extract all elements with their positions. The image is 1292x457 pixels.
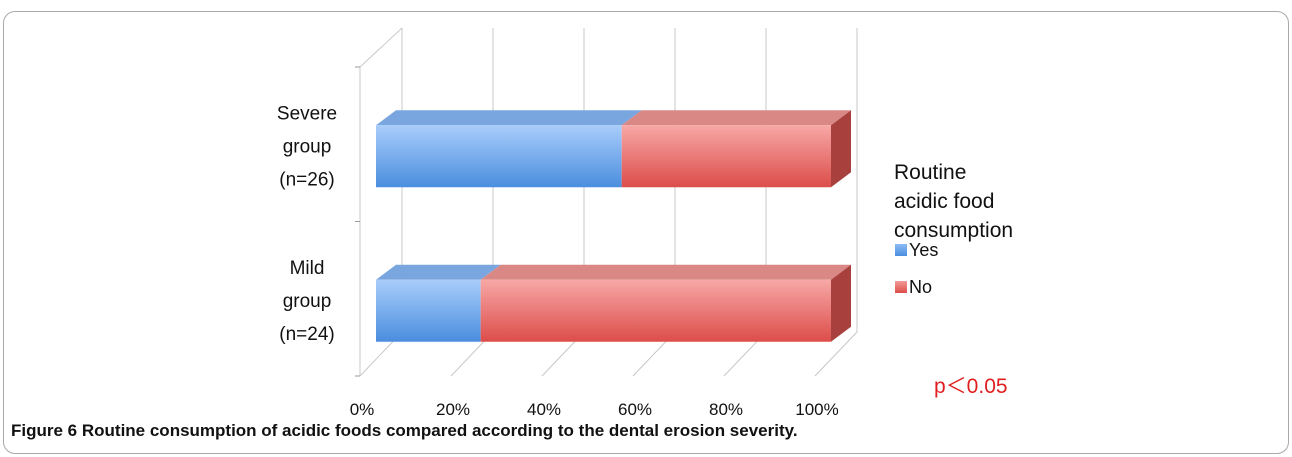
legend-swatch-yes: [895, 244, 907, 256]
caption-label: Figure 6: [11, 421, 78, 440]
category-label: Mild: [290, 258, 325, 279]
legend-title: consumption: [894, 219, 1013, 242]
legend-title: acidic food: [894, 190, 994, 213]
legend-label-yes: Yes: [909, 240, 938, 260]
x-tick-label: 0%: [350, 400, 375, 419]
figure-frame: [3, 11, 1289, 454]
bar-no: [480, 279, 831, 342]
x-tick-label: 80%: [709, 400, 743, 419]
wall-edge: [359, 27, 403, 68]
x-tick-label: 100%: [795, 400, 838, 419]
caption-text: Routine consumption of acidic foods comp…: [81, 421, 798, 440]
x-tick-label: 40%: [527, 400, 561, 419]
bar-top-no: [621, 110, 851, 126]
labels-layer: 0% 20% 40% 60% 80% 100% Severe group (n=26) Mild g…: [277, 103, 1008, 419]
legend-label-no: No: [909, 277, 932, 297]
category-label: Severe: [277, 103, 337, 124]
bar-yes: [376, 125, 622, 188]
category-label: (n=26): [279, 169, 334, 190]
bar-yes: [376, 279, 481, 342]
p-value-annotation: p＜0.05: [934, 375, 1008, 398]
category-label: group: [283, 291, 332, 312]
x-tick-label: 60%: [618, 400, 652, 419]
bar-side: [831, 110, 851, 188]
bars-layer: [376, 110, 851, 342]
legend-title: Routine: [894, 161, 966, 184]
bar-no: [621, 125, 831, 188]
figure-caption: Figure 6 Routine consumption of acidic f…: [11, 421, 798, 441]
bar-top-no: [480, 264, 851, 280]
category-label: group: [283, 136, 332, 157]
floor-line: [814, 331, 858, 377]
x-tick-label: 20%: [436, 400, 470, 419]
bar-side: [831, 264, 851, 342]
bar-top-yes: [376, 110, 642, 126]
legend-swatch-no: [895, 281, 907, 293]
bar-top-yes: [376, 264, 501, 280]
category-label: (n=24): [279, 324, 334, 345]
